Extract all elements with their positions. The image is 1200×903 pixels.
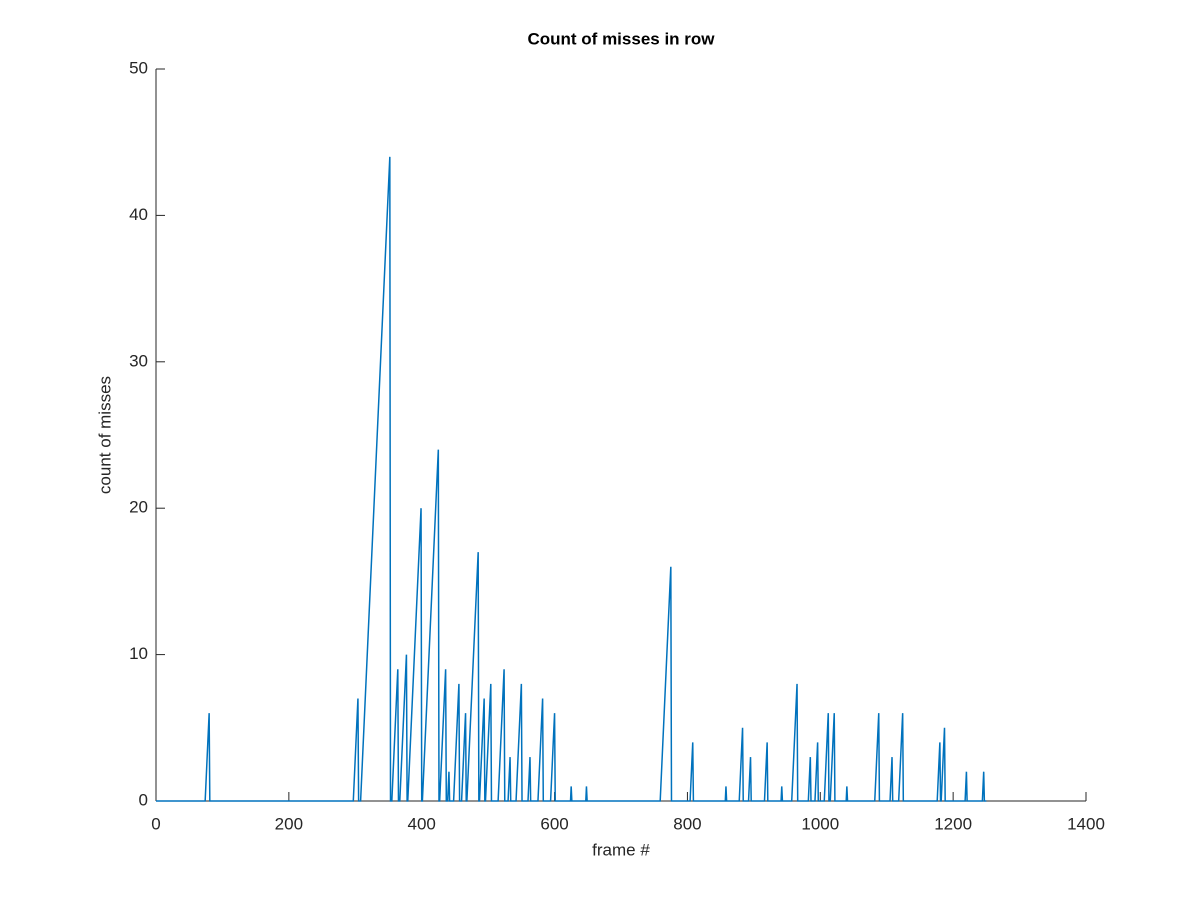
x-tick-label: 1000 xyxy=(801,814,839,833)
y-tick-label: 40 xyxy=(129,205,148,224)
y-axis-label: count of misses xyxy=(95,376,114,494)
x-tick-label: 200 xyxy=(275,814,303,833)
data-line xyxy=(156,156,987,802)
x-tick-label: 600 xyxy=(540,814,568,833)
y-tick-label: 0 xyxy=(139,790,148,809)
x-tick-label: 1400 xyxy=(1067,814,1105,833)
x-tick-label: 800 xyxy=(673,814,701,833)
x-axis-label: frame # xyxy=(592,840,650,859)
x-tick-label: 0 xyxy=(151,814,160,833)
chart-title: Count of misses in row xyxy=(527,29,715,48)
y-tick-label: 20 xyxy=(129,498,148,517)
y-tick-label: 50 xyxy=(129,58,148,77)
x-tick-label: 400 xyxy=(408,814,436,833)
x-tick-label: 1200 xyxy=(934,814,972,833)
y-tick-label: 30 xyxy=(129,351,148,370)
y-tick-label: 10 xyxy=(129,644,148,663)
